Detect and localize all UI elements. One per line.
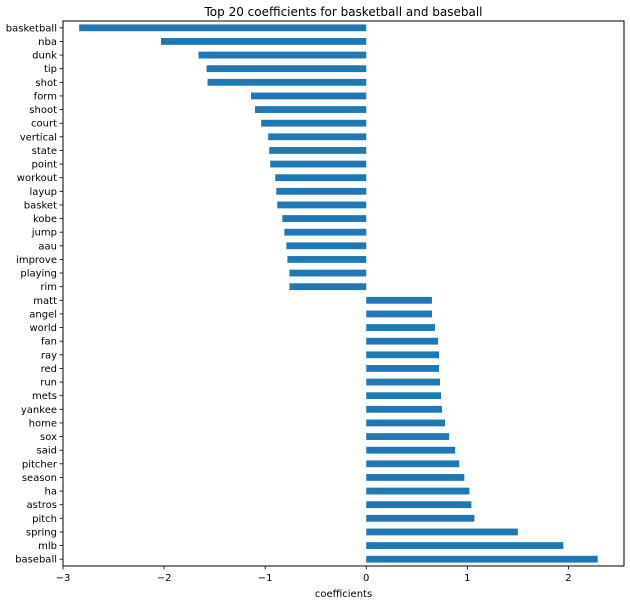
bar-ha xyxy=(366,487,470,495)
y-tick-label: shoot xyxy=(29,105,57,116)
bar-angel xyxy=(366,310,432,318)
y-tick-label: shot xyxy=(35,78,57,89)
x-tick-label: −2 xyxy=(157,573,172,584)
y-tick-label: point xyxy=(31,160,57,171)
y-tick-label: improve xyxy=(16,255,57,266)
bar-workout xyxy=(275,174,367,182)
y-tick-label: astros xyxy=(27,500,57,511)
y-tick-label: baseball xyxy=(15,555,57,566)
bar-mlb xyxy=(366,542,564,549)
y-tick-label: playing xyxy=(20,269,57,280)
bar-dunk xyxy=(198,51,367,59)
y-tick-label: ha xyxy=(45,487,57,498)
bar-ray xyxy=(366,351,440,359)
y-tick-label: angel xyxy=(29,309,57,320)
bar-spring xyxy=(366,528,518,536)
x-tick-label: −1 xyxy=(258,573,273,584)
y-tick-label: tip xyxy=(44,64,57,75)
bar-improve xyxy=(287,256,367,263)
bar-fan xyxy=(366,337,439,345)
bar-shot xyxy=(207,78,367,86)
bar-jump xyxy=(284,228,367,236)
bar-form xyxy=(251,92,367,100)
bar-basket xyxy=(277,201,367,209)
y-tick-label: season xyxy=(22,473,57,484)
y-tick-label: basketball xyxy=(6,23,57,34)
bar-kobe xyxy=(282,215,367,222)
chart-title: Top 20 coefficients for basketball and b… xyxy=(204,5,483,19)
bar-matt xyxy=(366,296,432,304)
y-tick-label: run xyxy=(40,378,57,389)
y-tick-label: sox xyxy=(40,432,57,443)
bar-basketball xyxy=(79,24,367,32)
y-tick-label: workout xyxy=(17,173,57,184)
y-tick-label: nba xyxy=(38,37,57,48)
bar-run xyxy=(366,378,441,386)
bar-pitcher xyxy=(366,460,460,468)
y-tick-label: ray xyxy=(41,350,57,361)
y-tick-label: red xyxy=(41,364,57,375)
y-tick-label: rim xyxy=(40,282,57,293)
y-tick-label: pitcher xyxy=(22,459,58,470)
bar-pitch xyxy=(366,514,475,522)
y-tick-label: aau xyxy=(38,241,57,252)
y-tick-label: matt xyxy=(33,296,57,307)
x-axis-label: coefficients xyxy=(315,589,372,600)
y-tick-label: kobe xyxy=(33,214,57,225)
y-tick-label: layup xyxy=(29,187,57,198)
bar-yankee xyxy=(366,405,443,413)
bar-astros xyxy=(366,501,472,509)
bar-nba xyxy=(161,38,367,45)
y-tick-label: fan xyxy=(41,337,57,348)
x-tick-label: −3 xyxy=(56,573,71,584)
bar-vertical xyxy=(268,133,367,141)
y-tick-label: pitch xyxy=(32,514,57,525)
x-tick-label: 0 xyxy=(363,573,369,584)
bars-group xyxy=(79,24,598,563)
bar-court xyxy=(261,119,367,127)
y-tick-label: spring xyxy=(26,527,57,538)
bar-said xyxy=(366,446,456,454)
x-axis: −3 −2 −1 0 1 2 xyxy=(56,566,572,584)
bar-aau xyxy=(286,242,367,250)
bar-layup xyxy=(276,187,367,195)
y-tick-label: jump xyxy=(31,228,57,239)
y-tick-label: basket xyxy=(24,200,57,211)
y-tick-label: world xyxy=(29,323,57,334)
bar-rim xyxy=(289,283,367,291)
bar-red xyxy=(366,365,440,372)
y-tick-label: court xyxy=(31,119,57,130)
y-tick-label: dunk xyxy=(32,51,57,62)
bar-season xyxy=(366,474,465,481)
bar-playing xyxy=(289,269,367,277)
bar-home xyxy=(366,419,446,427)
plot-frame xyxy=(62,20,625,567)
y-axis: basketball nba dunk tip shot form shoot court ve… xyxy=(6,23,63,566)
bar-mets xyxy=(366,392,442,400)
y-tick-label: home xyxy=(29,418,57,429)
x-tick-label: 1 xyxy=(464,573,470,584)
y-tick-label: state xyxy=(32,146,57,157)
bar-sox xyxy=(366,433,450,440)
y-tick-label: form xyxy=(34,91,57,102)
bar-shoot xyxy=(255,106,367,113)
y-tick-label: mlb xyxy=(38,541,57,552)
y-tick-label: said xyxy=(37,446,57,457)
y-tick-label: yankee xyxy=(21,405,57,416)
bar-tip xyxy=(206,65,367,73)
x-tick-label: 2 xyxy=(565,573,571,584)
bar-state xyxy=(269,147,367,154)
bar-world xyxy=(366,324,435,331)
bar-baseball xyxy=(366,555,598,563)
bar-point xyxy=(270,160,367,168)
y-tick-label: vertical xyxy=(20,132,57,143)
y-tick-label: mets xyxy=(32,391,57,402)
